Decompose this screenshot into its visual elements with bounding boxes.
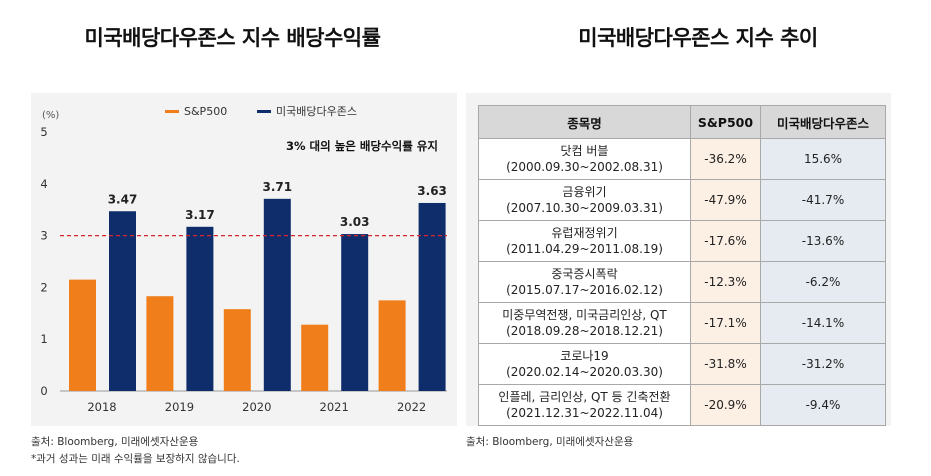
data-label: 3.71	[262, 180, 292, 194]
event-period: (2021.12.31~2022.11.04)	[506, 406, 663, 420]
table-row: 닷컴 버블 (2000.09.30~2002.08.31) -36.2% 15.6…	[478, 138, 886, 180]
event-cell: 중국증시폭락 (2015.07.17~2016.02.12)	[478, 261, 691, 303]
dividend-return: -41.7%	[760, 179, 886, 221]
sp500-return: -31.8%	[690, 343, 761, 385]
bar-dividend	[341, 234, 369, 391]
x-tick-label: 2018	[87, 400, 116, 414]
event-cell: 닷컴 버블 (2000.09.30~2002.08.31)	[478, 138, 691, 180]
table-row: 금융위기 (2007.10.30~2009.03.31) -47.9% -41.7…	[478, 179, 886, 221]
table-panel: 종목명 S&P500 미국배당다우존스 닷컴 버블 (2000.09.30~200…	[466, 93, 891, 426]
chart-annotation: 3% 대의 높은 배당수익률 유지	[286, 139, 438, 153]
x-tick-label: 2021	[320, 400, 349, 414]
event-name: 미중무역전쟁, 미국금리인상, QT	[502, 308, 667, 322]
chart-source-note: 출처: Bloomberg, 미래에셋자산운용	[31, 436, 199, 448]
event-period: (2018.09.28~2018.12.21)	[506, 324, 663, 338]
bar-dividend	[263, 198, 291, 391]
sp500-return: -20.9%	[690, 384, 761, 426]
x-tick-label: 2022	[397, 400, 426, 414]
dividend-return: 15.6%	[760, 138, 886, 180]
drawdown-table: 종목명 S&P500 미국배당다우존스 닷컴 버블 (2000.09.30~200…	[478, 105, 886, 426]
chart-panel: (%) 0 1 2 3 4 5 S&P500 미국배당다우존스 3% 대의 높은 배당수익률 유지…	[31, 93, 457, 426]
event-name: 닷컴 버블	[560, 144, 609, 158]
y-unit-label: (%)	[42, 110, 59, 121]
bar-sp500	[378, 300, 406, 391]
y-tick-label: 2	[40, 280, 47, 294]
legend-label-sp500: S&P500	[184, 105, 227, 118]
dividend-return: -31.2%	[760, 343, 886, 385]
event-name: 유럽재정위기	[551, 226, 618, 240]
table-row: 유럽재정위기 (2011.04.29~2011.08.19) -17.6% -13…	[478, 220, 886, 262]
event-period: (2011.04.29~2011.08.19)	[506, 242, 663, 256]
header-sp500: S&P500	[690, 105, 761, 139]
y-tick-label: 5	[40, 125, 47, 139]
y-tick-label: 3	[40, 229, 47, 243]
bar-sp500	[146, 296, 174, 391]
event-cell: 인플레, 금리인상, QT 등 긴축전환 (2021.12.31~2022.11.…	[478, 384, 691, 426]
header-dividend: 미국배당다우존스	[760, 105, 886, 139]
event-period: (2000.09.30~2002.08.31)	[506, 160, 663, 174]
event-cell: 유럽재정위기 (2011.04.29~2011.08.19)	[478, 220, 691, 262]
chart-title: 미국배당다우존스 지수 배당수익률	[84, 26, 381, 50]
data-label: 3.17	[185, 208, 215, 222]
dividend-return: -13.6%	[760, 220, 886, 262]
legend-label-dividend: 미국배당다우존스	[276, 105, 357, 118]
event-name: 인플레, 금리인상, QT 등 긴축전환	[498, 390, 671, 404]
header-name: 종목명	[478, 105, 691, 139]
y-tick-label: 0	[40, 384, 47, 398]
sp500-return: -17.1%	[690, 302, 761, 344]
sp500-return: -36.2%	[690, 138, 761, 180]
event-name: 금융위기	[562, 185, 607, 199]
y-tick-label: 1	[40, 332, 47, 346]
dividend-yield-bar-chart: (%) 0 1 2 3 4 5 S&P500 미국배당다우존스 3% 대의 높은 배당수익률 유지…	[40, 105, 447, 414]
chart-disclaimer-note: *과거 성과는 미래 수익률을 보장하지 않습니다.	[31, 453, 240, 465]
bar-dividend	[109, 211, 136, 391]
x-tick-label: 2020	[242, 400, 271, 414]
data-label: 3.03	[340, 215, 370, 229]
bar-sp500	[301, 324, 329, 391]
table-row: 코로나19 (2020.02.14~2020.03.30) -31.8% -31.…	[478, 343, 886, 385]
event-cell: 미중무역전쟁, 미국금리인상, QT (2018.09.28~2018.12.21…	[478, 302, 691, 344]
legend-swatch-sp500	[165, 110, 179, 113]
bar-dividend	[186, 226, 214, 391]
bar-sp500	[69, 279, 96, 391]
event-name: 코로나19	[560, 349, 609, 363]
event-name: 중국증시폭락	[551, 267, 618, 281]
data-label: 3.47	[108, 192, 138, 206]
sp500-return: -47.9%	[690, 179, 761, 221]
event-cell: 코로나19 (2020.02.14~2020.03.30)	[478, 343, 691, 385]
x-tick-label: 2019	[165, 400, 194, 414]
event-period: (2020.02.14~2020.03.30)	[506, 365, 663, 379]
bar-sp500	[223, 309, 251, 391]
data-label: 3.63	[417, 184, 447, 198]
dividend-return: -14.1%	[760, 302, 886, 344]
event-period: (2015.07.17~2016.02.12)	[506, 283, 663, 297]
dividend-return: -6.2%	[760, 261, 886, 303]
bar-dividend	[418, 202, 446, 391]
sp500-return: -12.3%	[690, 261, 761, 303]
table-source-note: 출처: Bloomberg, 미래에셋자산운용	[466, 436, 634, 448]
table-row: 중국증시폭락 (2015.07.17~2016.02.12) -12.3% -6.…	[478, 261, 886, 303]
event-cell: 금융위기 (2007.10.30~2009.03.31)	[478, 179, 691, 221]
table-row: 미중무역전쟁, 미국금리인상, QT (2018.09.28~2018.12.21…	[478, 302, 886, 344]
y-tick-label: 4	[40, 177, 47, 191]
table-title: 미국배당다우존스 지수 추이	[578, 26, 818, 50]
legend-swatch-dividend	[257, 110, 271, 113]
table-header-row: 종목명 S&P500 미국배당다우존스	[478, 105, 886, 139]
event-period: (2007.10.30~2009.03.31)	[506, 201, 663, 215]
dividend-return: -9.4%	[760, 384, 886, 426]
sp500-return: -17.6%	[690, 220, 761, 262]
table-row: 인플레, 금리인상, QT 등 긴축전환 (2021.12.31~2022.11.…	[478, 384, 886, 426]
